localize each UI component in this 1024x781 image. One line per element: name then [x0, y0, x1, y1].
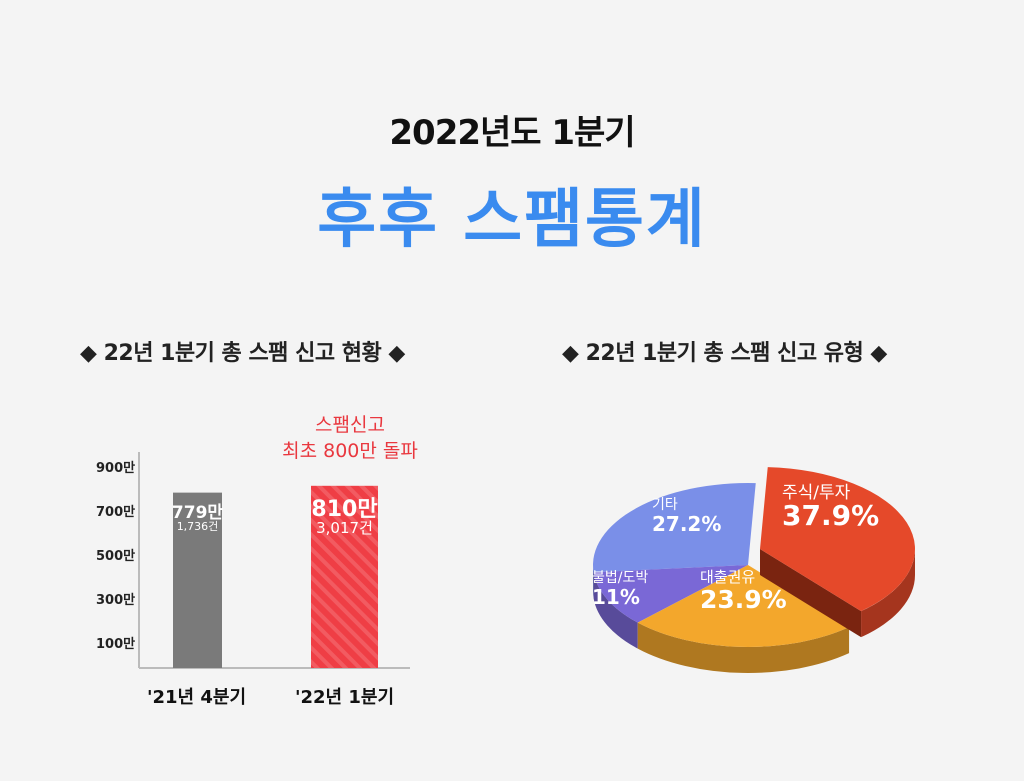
page-title: 후후 스팸통계 — [317, 183, 707, 257]
bar-count-label: 1,736건 — [176, 519, 219, 533]
pie-slice-cut-face — [760, 549, 862, 638]
pie-slice-side — [637, 622, 850, 674]
y-tick-label: 700만 — [96, 505, 136, 520]
x-tick-label: '21년 4분기 — [147, 687, 247, 708]
pie-slice-side — [861, 549, 915, 638]
y-tick-label: 900만 — [96, 461, 136, 476]
bar — [173, 492, 222, 668]
pie-slice-label: 기타 — [652, 497, 678, 513]
y-tick-label: 300만 — [96, 593, 136, 608]
pie-slice-value: 27.2% — [652, 512, 722, 536]
pie-slice-value: 11% — [592, 585, 640, 609]
pie-slice-label: 대출권유 — [700, 568, 756, 586]
pie-slice-label: 불법/도박 — [592, 570, 649, 586]
subtitle: 2022년도 1분기 — [389, 113, 635, 153]
pie-section-title: ◆ 22년 1분기 총 스팸 신고 유형 ◆ — [562, 341, 887, 366]
bar-count-label: 3,017건 — [316, 518, 373, 537]
y-tick-label: 500만 — [96, 549, 136, 564]
annotation-line-2: 최초 800만 돌파 — [282, 440, 418, 462]
bar-annotation: 스팸신고 최초 800만 돌파 — [260, 412, 440, 464]
y-tick-label: 100만 — [96, 637, 136, 652]
pie-slice-value: 37.9% — [782, 499, 880, 532]
pie-slice — [593, 482, 756, 573]
x-tick-label: '22년 1분기 — [295, 687, 395, 708]
pie-slice — [593, 565, 748, 623]
pie-slice — [637, 565, 850, 647]
pie-slice-label: 주식/투자 — [782, 483, 851, 503]
bar-value-label: 779만 — [171, 502, 224, 523]
pie-slice-side — [593, 572, 638, 649]
bar — [311, 485, 378, 668]
annotation-line-1: 스팸신고 — [315, 414, 385, 436]
pie-slice-side — [593, 565, 594, 599]
pie-slice-value: 23.9% — [700, 585, 787, 614]
bar-value-label: 810만 — [311, 496, 378, 522]
bar-section-title: ◆ 22년 1분기 총 스팸 신고 현황 ◆ — [80, 341, 405, 366]
pie-slice — [760, 467, 915, 612]
